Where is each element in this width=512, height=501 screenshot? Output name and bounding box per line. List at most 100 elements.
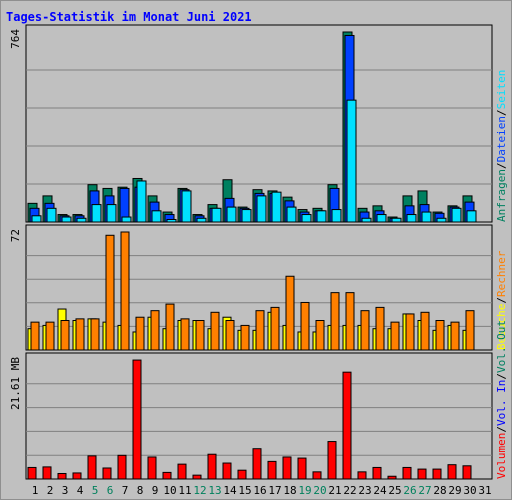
bar-visits-rechner-day-25 [390,321,400,351]
bar-visits-rechner-day-12 [195,320,205,351]
bar-hits-seiten-day-22 [346,99,357,223]
legend-item-seiten: Seiten [495,70,508,110]
bar-visits-rechner-day-7 [120,231,130,351]
bar-visits-rechner-day-2 [45,321,55,351]
bar-volume-volumen-day-19 [297,457,307,480]
bar-hits-seiten-day-15 [241,209,252,223]
x-tick-label: 2 [47,484,54,497]
x-tick-label: 31 [478,484,491,497]
x-tick-label: 3 [62,484,69,497]
bar-visits-rechner-day-22 [345,292,355,351]
bar-hits-seiten-day-16 [256,195,267,223]
x-tick-label: 6 [107,484,114,497]
bar-hits-seiten-day-29 [451,207,462,223]
x-tick-label: 24 [373,484,387,497]
bar-volume-volumen-day-20 [312,471,322,480]
bar-visits-rechner-day-24 [375,306,385,351]
bar-volume-volumen-day-29 [447,464,457,480]
bar-visits-rechner-day-8 [135,316,145,351]
bar-visits-rechner-day-13 [210,311,220,351]
bar-volume-volumen-day-30 [462,465,472,480]
legend-item-rechner: Rechner [495,250,508,297]
bar-visits-rechner-day-16 [255,310,265,351]
bar-volume-volumen-day-14 [222,462,232,480]
x-tick-label: 10 [163,484,176,497]
series-volumen [27,359,472,480]
bar-hits-seiten-day-23 [361,217,372,223]
bar-volume-volumen-day-1 [27,466,37,480]
bar-volume-volumen-day-6 [102,467,112,480]
x-tick-label: 20 [313,484,326,497]
x-tick-label: 12 [193,484,206,497]
bar-visits-rechner-day-10 [165,303,175,351]
bar-hits-seiten-day-28 [436,217,447,223]
bar-hits-seiten-day-9 [151,210,162,223]
bar-volume-volumen-day-12 [192,474,202,480]
bar-visits-rechner-day-30 [465,310,475,351]
x-tick-label: 5 [92,484,99,497]
x-tick-label: 16 [253,484,266,497]
bar-volume-volumen-day-26 [402,466,412,480]
bar-hits-seiten-day-3 [61,216,72,223]
x-tick-label: 8 [137,484,144,497]
bar-volume-volumen-day-9 [147,456,157,480]
bar-hits-seiten-day-25 [391,217,402,223]
bar-volume-volumen-day-24 [372,466,382,480]
x-tick-label: 26 [403,484,416,497]
bar-hits-seiten-day-24 [376,214,387,223]
bar-visits-rechner-day-29 [450,321,460,351]
x-tick-label: 17 [268,484,281,497]
bar-volume-volumen-day-17 [267,460,277,480]
x-tick-label: 30 [463,484,476,497]
bar-visits-rechner-day-3 [60,320,70,351]
panel-visits: 72 Besuche/Rechner [9,224,508,351]
bar-hits-seiten-day-26 [406,214,417,223]
bar-volume-volumen-day-7 [117,454,127,480]
series-rechner [30,231,475,351]
bar-visits-rechner-day-5 [90,318,100,351]
bar-visits-rechner-day-27 [420,311,430,351]
bar-volume-volumen-day-18 [282,456,292,480]
bar-hits-seiten-day-4 [76,217,87,223]
x-tick-label: 14 [223,484,237,497]
bar-visits-rechner-day-20 [315,320,325,351]
legend-volume: Volumen/Vol. In/Vol. Out [495,320,508,479]
bar-volume-volumen-day-13 [207,453,217,480]
bar-volume-volumen-day-11 [177,463,187,480]
bar-volume-volumen-day-8 [132,359,142,480]
bar-hits-seiten-day-20 [316,210,327,223]
legend-item-volumen: Volumen [495,433,508,479]
bar-hits-seiten-day-10 [166,219,177,223]
bar-volume-volumen-day-16 [252,448,262,480]
x-tick-label: 15 [238,484,251,497]
bar-volume-volumen-day-3 [57,472,67,480]
x-tick-label: 19 [298,484,311,497]
legend-item-separator: / [495,162,508,169]
y-max-label-hits: 764 [9,29,22,49]
bar-visits-rechner-day-14 [225,320,235,351]
bar-volume-volumen-day-28 [432,468,442,480]
bar-hits-seiten-day-8 [136,180,147,223]
x-tick-label: 9 [152,484,159,497]
bar-volume-volumen-day-22 [342,371,352,480]
legend-hits: Anfragen/Dateien/Seiten [495,70,508,222]
bar-volume-volumen-day-4 [72,472,82,480]
x-tick-label: 4 [77,484,84,497]
legend-item-separator: / [495,426,508,433]
bar-hits-seiten-day-18 [286,206,297,223]
bar-hits-seiten-day-21 [331,209,342,223]
bar-volume-volumen-day-10 [162,471,172,480]
bar-hits-seiten-day-1 [31,215,42,223]
bar-visits-rechner-day-17 [270,306,280,351]
legend-visits: Besuche/Rechner [495,250,508,350]
bar-visits-rechner-day-11 [180,318,190,351]
bar-visits-rechner-day-19 [300,301,310,351]
bar-volume-volumen-day-5 [87,455,97,480]
bar-hits-seiten-day-7 [121,216,132,223]
bar-hits-seiten-day-14 [226,206,237,223]
legend-item-besuche: Besuche [495,304,508,350]
bar-hits-seiten-day-27 [421,211,432,223]
